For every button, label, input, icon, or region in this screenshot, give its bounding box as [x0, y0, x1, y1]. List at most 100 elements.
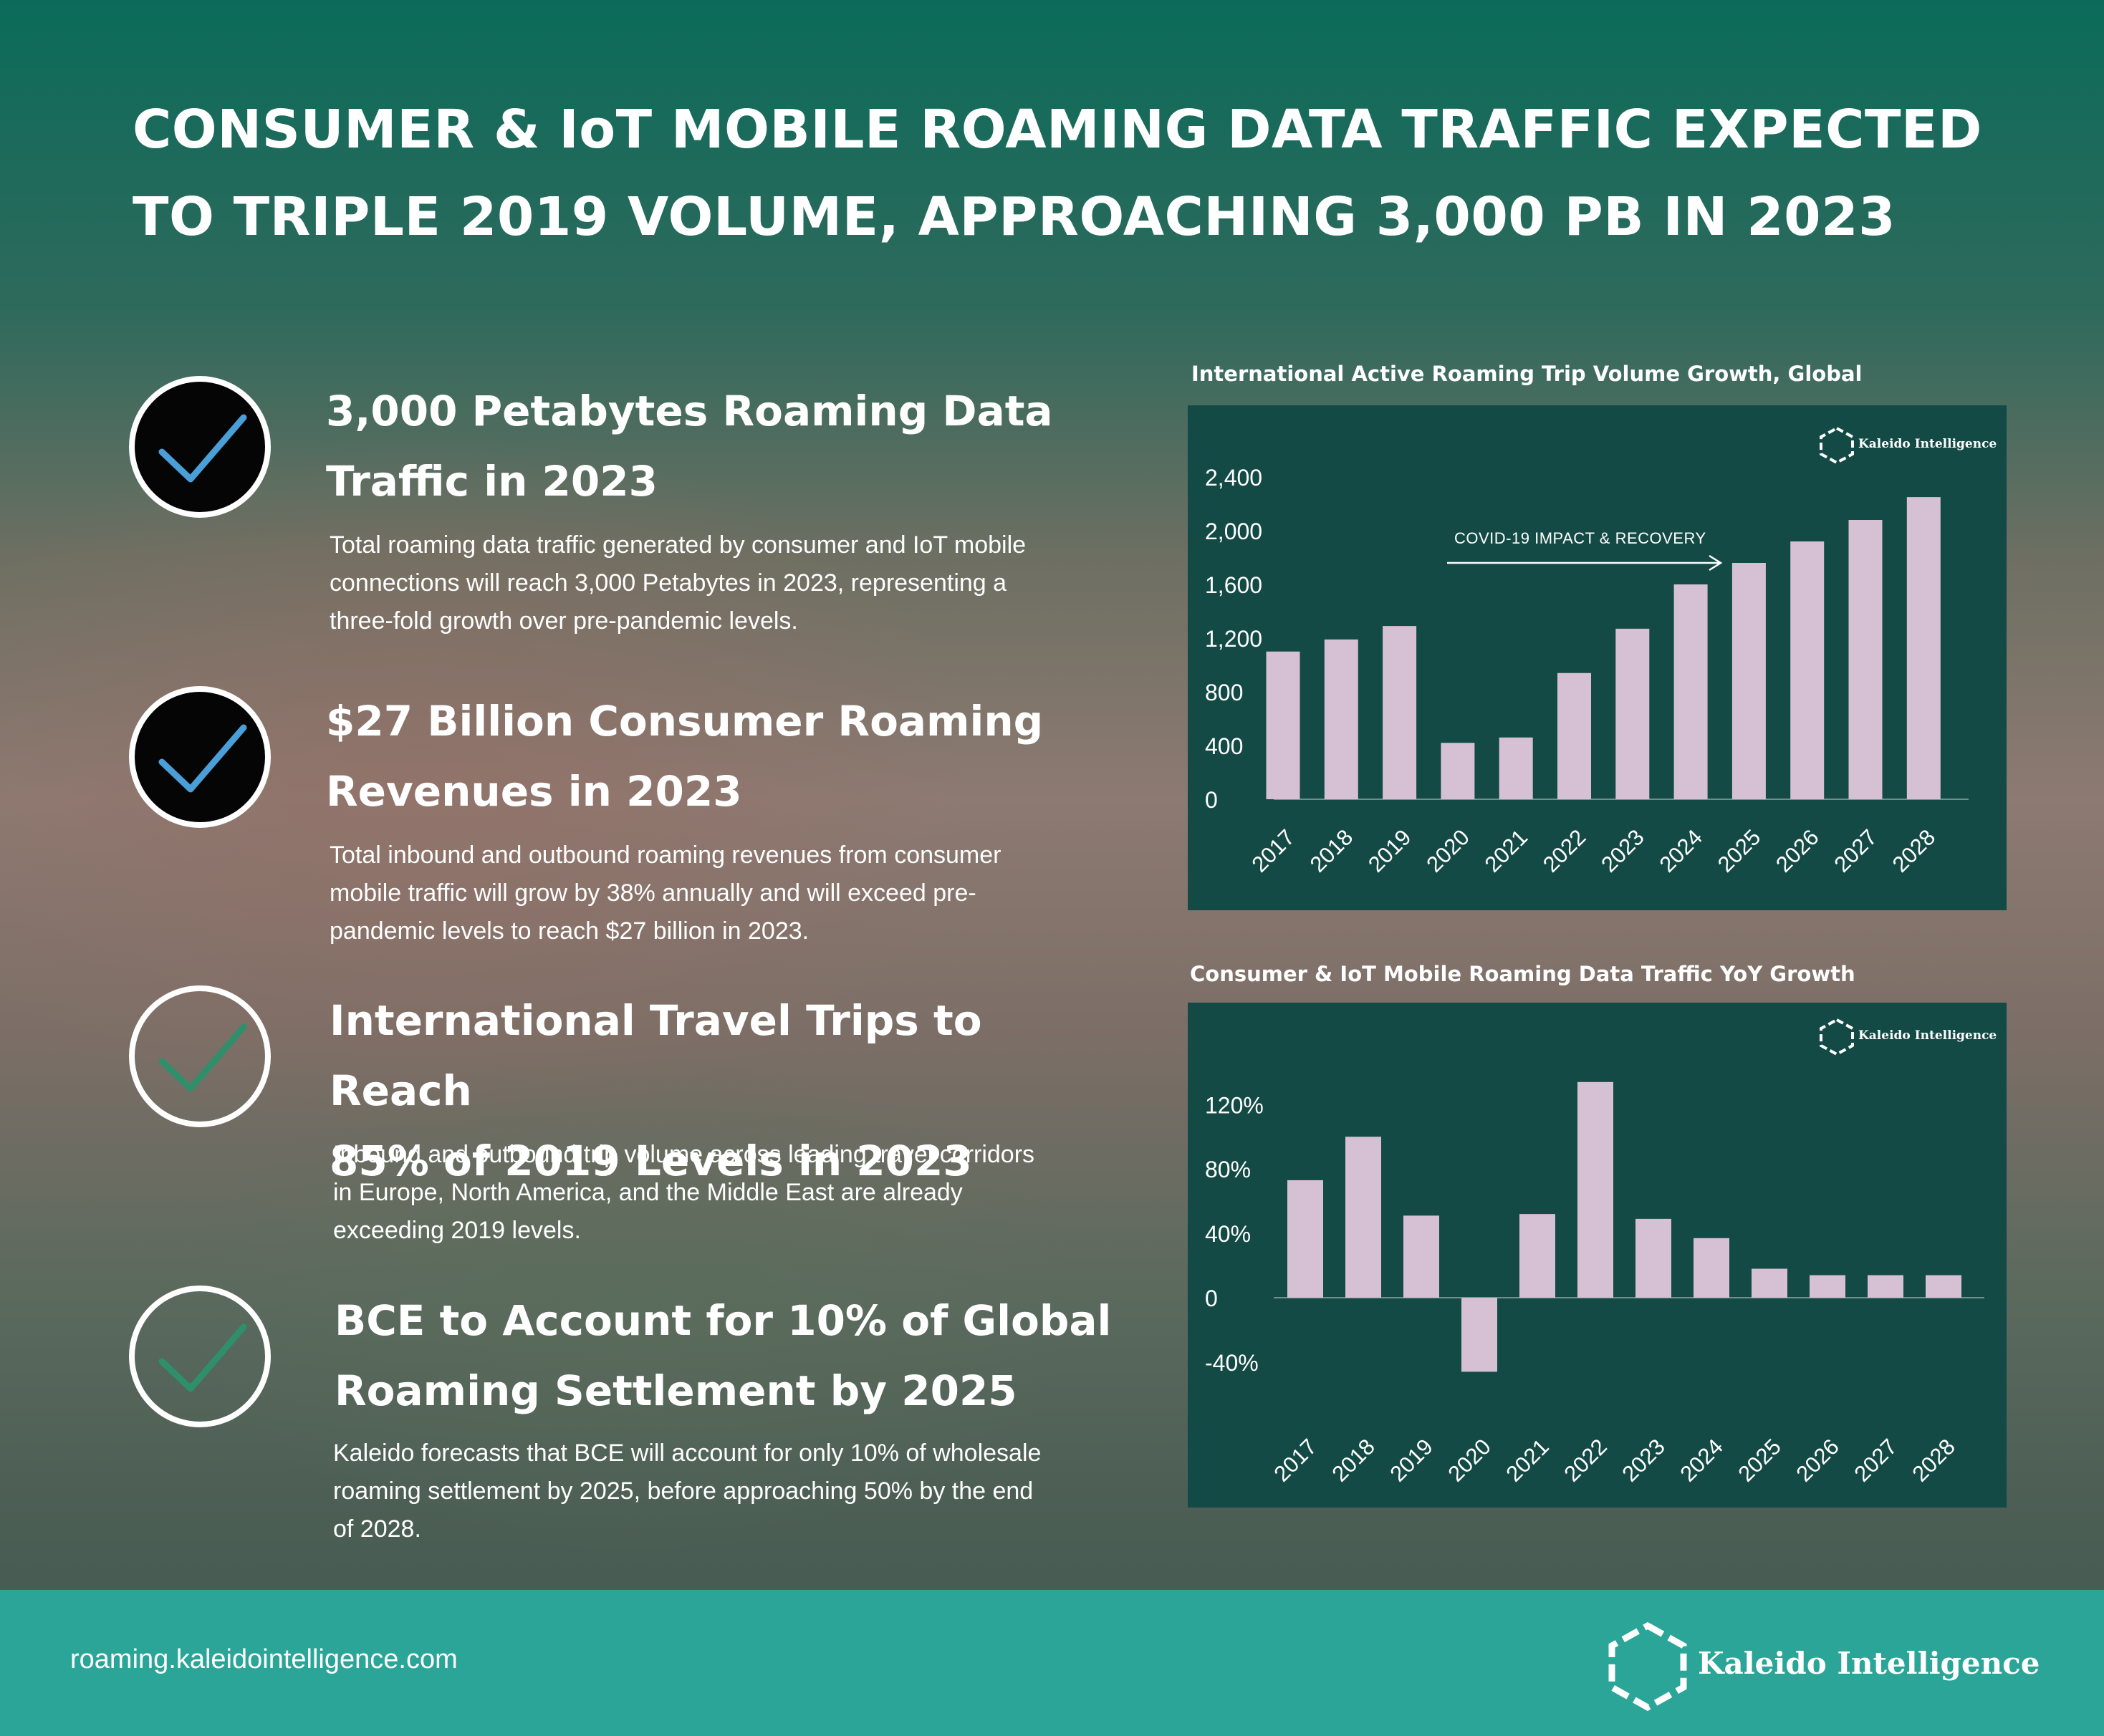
- bar: [1287, 1180, 1323, 1298]
- feature-body: Total inbound and outbound roaming reven…: [330, 836, 1246, 950]
- checkmark-icon: [158, 1023, 247, 1092]
- feature-body: Total roaming data traffic generated by …: [330, 526, 1246, 640]
- kaleido-logo-icon: [1820, 1018, 1854, 1056]
- feature-heading-line-1: $27 Billion Consumer Roaming: [326, 697, 1044, 746]
- feature-heading-line-1: 3,000 Petabytes Roaming Data: [326, 387, 1053, 435]
- checkmark-icon: [158, 414, 247, 483]
- brand-name: Kaleido Intelligence: [1858, 1028, 1997, 1043]
- bar: [1577, 1081, 1613, 1298]
- feature-heading: $27 Billion Consumer Roaming Revenues in…: [326, 686, 1114, 826]
- y-tick-label: 0: [1205, 787, 1218, 813]
- bar: [1752, 1268, 1787, 1298]
- x-tick-label: 2018: [1327, 1434, 1380, 1487]
- x-tick-label: 2019: [1385, 1434, 1438, 1487]
- x-tick-label: 2022: [1538, 824, 1591, 877]
- feature-heading-line-2: Revenues in 2023: [326, 767, 742, 816]
- feature-body-line-1: Kaleido forecasts that BCE will account …: [333, 1440, 1042, 1467]
- bar: [1461, 1298, 1497, 1372]
- feature-body-line-3: of 2028.: [333, 1515, 421, 1543]
- x-tick-label: 2025: [1713, 824, 1766, 877]
- chart-2-title: Consumer & IoT Mobile Roaming Data Traff…: [1190, 962, 1855, 986]
- bar: [1694, 1238, 1729, 1298]
- bar: [1324, 639, 1358, 799]
- x-tick-label: 2017: [1269, 1434, 1322, 1487]
- chart-1-panel: 0 400 800 1,200 1,600 2,000 2,400 2017 2018 2019 2…: [1188, 405, 2007, 910]
- x-tick-label: 2020: [1421, 824, 1474, 877]
- y-tick-label: 120%: [1205, 1092, 1264, 1118]
- x-tick-label: 2024: [1655, 824, 1708, 877]
- x-tick-label: 2028: [1907, 1434, 1960, 1487]
- bar: [1810, 1275, 1845, 1298]
- feature-body-line-1: Total inbound and outbound roaming reven…: [330, 842, 1001, 869]
- x-tick-label: 2023: [1617, 1434, 1670, 1487]
- x-tick-label: 2027: [1829, 824, 1882, 877]
- bar: [1635, 1218, 1671, 1298]
- footer-url-link[interactable]: roaming.kaleidointelligence.com: [70, 1644, 458, 1674]
- checkmark-icon: [158, 1323, 247, 1392]
- feature-body-line-3: pandemic levels to reach $27 billion in …: [330, 917, 810, 945]
- y-tick-label: -40%: [1205, 1350, 1259, 1376]
- kaleido-logo-icon: [1820, 426, 1854, 465]
- bar: [1499, 737, 1533, 799]
- check-circle-icon: [129, 985, 271, 1127]
- footer-brand-name: Kaleido Intelligence: [1698, 1646, 2040, 1681]
- bar: [1345, 1137, 1381, 1298]
- feature-heading-line-2: Roaming Settlement by 2025: [335, 1366, 1017, 1415]
- y-tick-label: 1,600: [1205, 572, 1262, 598]
- kaleido-logo-icon: [1608, 1621, 1687, 1712]
- x-tick-label: 2020: [1443, 1434, 1496, 1487]
- x-tick-label: 2025: [1733, 1434, 1786, 1487]
- footer: roaming.kaleidointelligence.com Kaleido …: [0, 1590, 2104, 1736]
- chart-2-svg: -40%040%80%120%2017 2018 2019 2020 2021 2022 2…: [1205, 1081, 1984, 1487]
- page-title: CONSUMER & IoT MOBILE ROAMING DATA TRAFF…: [133, 86, 1995, 261]
- bar: [1848, 520, 1883, 799]
- chart-annotation: COVID-19 IMPACT & RECOVERY: [1454, 529, 1706, 547]
- checkmark-icon: [158, 724, 247, 793]
- chart-1-title: International Active Roaming Trip Volume…: [1191, 362, 1863, 386]
- bar: [1926, 1275, 1961, 1298]
- y-tick-label: 800: [1205, 680, 1243, 705]
- feature-heading: 3,000 Petabytes Roaming Data Traffic in …: [326, 376, 1114, 516]
- y-tick-label: 0: [1205, 1286, 1218, 1311]
- feature-body-line-2: in Europe, North America, and the Middle…: [333, 1179, 963, 1206]
- y-tick-label: 2,000: [1205, 519, 1262, 544]
- check-circle-icon: [129, 376, 271, 518]
- x-tick-label: 2026: [1791, 1434, 1844, 1487]
- feature-body-line-2: mobile traffic will grow by 38% annually…: [330, 879, 976, 907]
- bar: [1673, 584, 1708, 799]
- bar: [1403, 1215, 1439, 1298]
- feature-heading-line-1: International Travel Trips to Reach: [330, 996, 982, 1115]
- y-tick-label: 80%: [1205, 1157, 1251, 1182]
- feature-heading-line-2: Traffic in 2023: [326, 457, 658, 506]
- bar: [1731, 563, 1766, 799]
- x-tick-label: 2027: [1849, 1434, 1902, 1487]
- bar: [1790, 541, 1825, 799]
- y-tick-label: 400: [1205, 733, 1243, 759]
- x-tick-label: 2017: [1246, 824, 1300, 877]
- bar: [1441, 743, 1475, 799]
- title-line-1: CONSUMER & IoT MOBILE ROAMING DATA TRAFF…: [133, 99, 1982, 160]
- y-tick-label: 1,200: [1205, 626, 1262, 652]
- title-line-2: TO TRIPLE 2019 VOLUME, APPROACHING 3,000…: [133, 186, 1896, 248]
- bar: [1615, 628, 1650, 799]
- bar: [1383, 626, 1417, 799]
- feature-heading-line-2: 85% of 2019 Levels in 2023: [330, 1137, 972, 1185]
- chart-2-panel: -40% 0 40% 80% 120% 2017 2018 2019 2020 2021 2022 2…: [1188, 1003, 2007, 1508]
- feature-body: Inbound and outbound trip volume across …: [333, 1136, 1250, 1250]
- feature-heading: International Travel Trips to Reach 85% …: [330, 985, 1118, 1196]
- feature-heading-line-1: BCE to Account for 10% of Global: [335, 1296, 1112, 1345]
- x-tick-label: 2021: [1480, 824, 1533, 877]
- feature-body: Kaleido forecasts that BCE will account …: [333, 1434, 1250, 1548]
- bar: [1906, 497, 1941, 799]
- x-tick-label: 2021: [1501, 1434, 1554, 1487]
- feature-body-line-2: roaming settlement by 2025, before appro…: [333, 1477, 1034, 1505]
- bar: [1868, 1275, 1903, 1298]
- x-tick-label: 2028: [1888, 824, 1941, 877]
- feature-body-line-1: Inbound and outbound trip volume across …: [333, 1141, 1035, 1168]
- x-tick-label: 2019: [1363, 824, 1416, 877]
- feature-body-line-3: three-fold growth over pre-pandemic leve…: [330, 607, 798, 635]
- check-circle-icon: [129, 686, 271, 828]
- x-tick-label: 2018: [1305, 824, 1358, 877]
- x-tick-label: 2023: [1596, 824, 1649, 877]
